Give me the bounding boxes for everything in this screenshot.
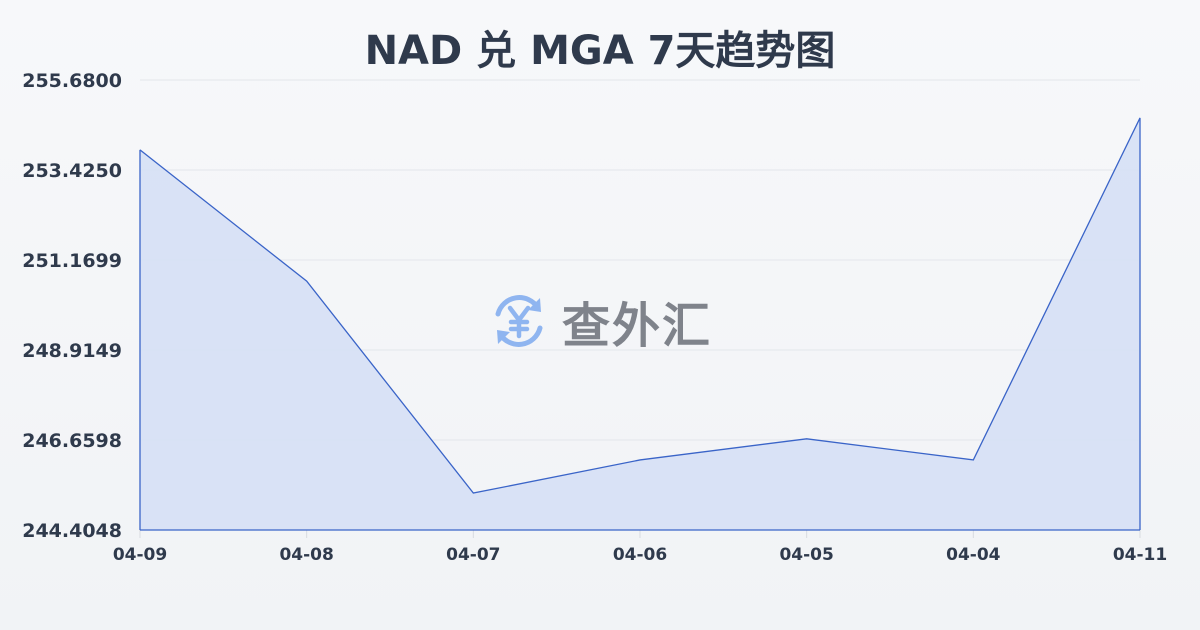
x-tick-label: 04-07 bbox=[446, 545, 500, 565]
y-tick-label: 255.6800 bbox=[22, 70, 122, 92]
x-tick-label: 04-05 bbox=[779, 545, 833, 565]
y-tick-label: 253.4250 bbox=[22, 160, 122, 182]
watermark-text: 查外汇 bbox=[562, 298, 713, 354]
x-tick-label: 04-06 bbox=[613, 545, 667, 565]
watermark: 查外汇 bbox=[488, 286, 712, 356]
x-tick-label: 04-09 bbox=[113, 545, 167, 565]
y-tick-label: 248.9149 bbox=[22, 340, 122, 362]
yen-exchange-icon bbox=[495, 295, 543, 347]
area-fill bbox=[140, 117, 1140, 530]
x-tick-label: 04-08 bbox=[279, 545, 333, 565]
x-tick-label: 04-04 bbox=[946, 545, 1001, 565]
y-tick-label: 246.6598 bbox=[22, 430, 122, 452]
x-tick-label: 04-11 bbox=[1113, 545, 1167, 565]
y-tick-label: 244.4048 bbox=[22, 520, 122, 542]
chart-title: NAD 兑 MGA 7天趋势图 bbox=[364, 28, 836, 74]
y-tick-label: 251.1699 bbox=[22, 250, 122, 272]
